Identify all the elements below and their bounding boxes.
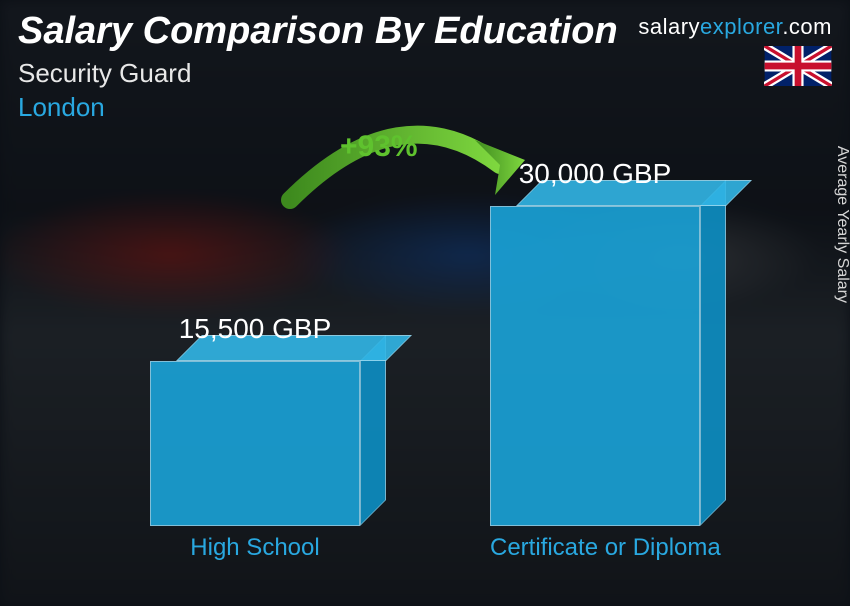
infographic-stage: Salary Comparison By Education Security …: [0, 0, 850, 606]
percentage-increase-label: +93%: [340, 130, 418, 164]
bar-label-1: Certificate or Diploma: [490, 534, 700, 562]
brand-suffix: .com: [782, 14, 832, 39]
brand-part1: salary: [638, 14, 700, 39]
chart-title: Salary Comparison By Education: [18, 10, 618, 53]
bar-value-0: 15,500 GBP: [150, 313, 360, 345]
bar-0: 15,500 GBPHigh School: [150, 361, 360, 526]
bar-1: 30,000 GBPCertificate or Diploma: [490, 206, 700, 526]
chart-location: London: [18, 92, 105, 123]
brand-logo: salaryexplorer.com: [638, 14, 832, 40]
bar-chart: +93% 15,500 GBPHigh School30,000 GBPCert…: [60, 130, 770, 566]
uk-flag-icon: [764, 46, 832, 86]
bar-label-0: High School: [150, 534, 360, 562]
y-axis-label: Average Yearly Salary: [833, 146, 850, 303]
brand-part2: explorer: [700, 14, 782, 39]
chart-subtitle: Security Guard: [18, 58, 191, 89]
content-layer: Salary Comparison By Education Security …: [0, 0, 850, 606]
bar-value-1: 30,000 GBP: [490, 158, 700, 190]
